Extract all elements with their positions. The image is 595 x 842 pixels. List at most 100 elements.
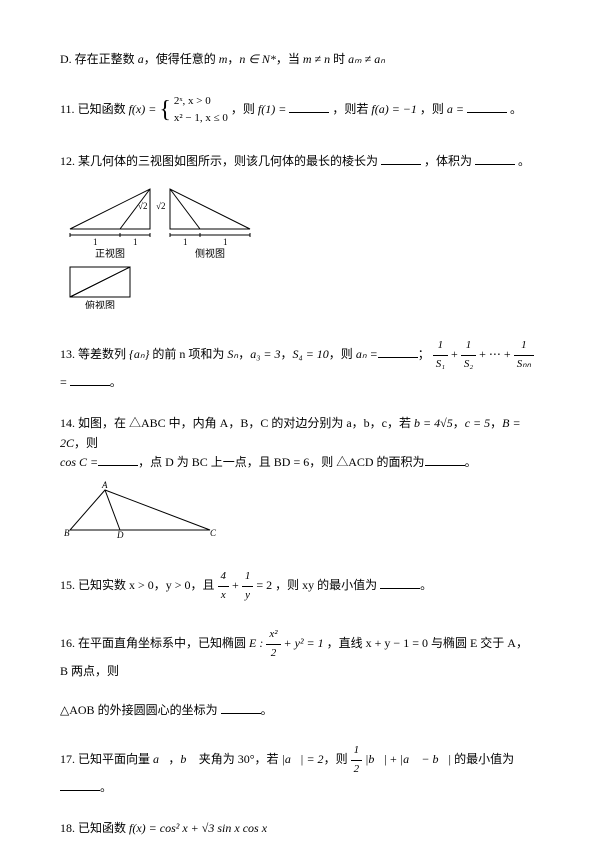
svg-text:√2: √2: [138, 201, 147, 211]
b-val: b = 4√5: [414, 416, 453, 430]
text: 已知函数: [78, 102, 129, 116]
text: 夹角为 30°，若: [196, 752, 282, 766]
period: 。: [518, 154, 530, 168]
front-label: 正视图: [95, 247, 125, 260]
plus-y2: + y² = 1: [284, 636, 324, 650]
option-d: D. 存在正整数 a，使得任意的 m，n ∈ N*，当 m ≠ n 时 aₘ ≠…: [60, 50, 535, 69]
text: 在平面直角坐标系中，已知椭圆: [78, 636, 249, 650]
text: 时: [330, 52, 348, 66]
text: ，则 xy 的最小值为: [275, 578, 377, 592]
text: 已知函数: [78, 821, 129, 835]
fa: f(a) = −1: [371, 102, 417, 116]
func: f(x) = cos² x + √3 sin x cos x: [129, 821, 267, 835]
svg-text:1: 1: [183, 237, 188, 247]
conclusion: aₘ ≠ aₙ: [348, 52, 385, 66]
diff: |a⃗ − b⃗|: [400, 752, 451, 766]
cond: m ≠ n: [303, 52, 330, 66]
question-13: 13. 等差数列 {aₙ} 的前 n 项和为 Sₙ，a₃ = 3，S₄ = 10…: [60, 337, 535, 392]
q-num: 12.: [60, 154, 75, 168]
mag-a: |a⃗| = 2: [282, 752, 324, 766]
triangle-svg: A B D C: [60, 480, 220, 540]
half-frac: 12: [351, 742, 363, 778]
a3: a₃ = 3: [250, 347, 280, 361]
eq: = 2: [256, 578, 272, 592]
q-num: 16.: [60, 636, 75, 650]
text: ，: [168, 752, 180, 766]
text: △AOB 的外接圆圆心的坐标为: [60, 703, 218, 717]
text: 已知平面向量: [78, 752, 153, 766]
frac-2: 1y: [242, 568, 254, 604]
question-15: 15. 已知实数 x > 0，y > 0，且 4x + 1y = 2 ，则 xy…: [60, 568, 535, 604]
f1: f(1) =: [258, 102, 286, 116]
dots: + ⋯ +: [479, 347, 514, 361]
blank: [60, 778, 100, 791]
period: 。: [510, 102, 522, 116]
period: 。: [110, 375, 122, 389]
period: 。: [261, 703, 273, 717]
svg-text:C: C: [210, 528, 217, 538]
question-14: 14. 如图，在 △ABC 中，内角 A，B，C 的对边分别为 a，b，c，若 …: [60, 414, 535, 546]
frac-1: 4x: [218, 568, 230, 604]
text: 等差数列: [78, 347, 129, 361]
vec-a: a⃗: [153, 752, 168, 766]
question-16: 16. 在平面直角坐标系中，已知椭圆 E : x²2 + y² = 1 ，直线 …: [60, 626, 535, 720]
option-label: D.: [60, 52, 72, 66]
ellipse-E: E :: [249, 636, 266, 650]
eq: =: [60, 375, 67, 389]
piece-2: x² − 1, x ≤ 0: [174, 110, 228, 128]
svg-text:A: A: [101, 480, 108, 490]
q-num: 11.: [60, 102, 75, 116]
frac-1: 1S₁: [433, 337, 448, 373]
blank: [381, 152, 421, 165]
svg-text:√2: √2: [156, 201, 165, 211]
s4: S₄ = 10: [293, 347, 329, 361]
blank: [221, 701, 261, 714]
frac-2: 1S₂: [461, 337, 476, 373]
text: ，则: [74, 436, 98, 450]
text: ，: [453, 416, 465, 430]
text: ，: [227, 52, 239, 66]
period: 。: [465, 455, 477, 469]
text: 的最小值为: [451, 752, 514, 766]
text: 存在正整数: [75, 52, 138, 66]
blank: [98, 453, 138, 466]
var: n ∈ N*: [239, 52, 275, 66]
three-view-svg: √2 √2 1 1 正视图 1 1 侧视图 俯视图: [60, 179, 280, 309]
triangle-diagram: A B D C: [60, 480, 535, 546]
q-num: 15.: [60, 578, 75, 592]
frac-n: 1Sₙₙ: [514, 337, 534, 373]
blank: [475, 152, 515, 165]
blank: [467, 100, 507, 113]
text: ，则: [329, 347, 356, 361]
svg-text:1: 1: [223, 237, 228, 247]
text: ，使得任意的: [144, 52, 219, 66]
text: 某几何体的三视图如图所示，则该几何体的最长的棱长为: [78, 154, 378, 168]
q-num: 18.: [60, 821, 75, 835]
q-num: 13.: [60, 347, 75, 361]
piece-1: 2ˣ, x > 0: [174, 93, 228, 111]
an-eq: aₙ =: [356, 347, 378, 361]
cosC: cos C =: [60, 455, 98, 469]
q-num: 17.: [60, 752, 75, 766]
text: ，体积为: [424, 154, 472, 168]
plus: +: [387, 752, 400, 766]
svg-text:D: D: [116, 530, 124, 540]
blank: [378, 345, 418, 358]
period: 。: [420, 578, 432, 592]
plus: +: [232, 578, 242, 592]
blank: [425, 453, 465, 466]
blank: [70, 373, 110, 386]
brace: {: [159, 97, 171, 123]
svg-text:1: 1: [133, 237, 138, 247]
text: ，则: [420, 102, 447, 116]
svg-text:B: B: [64, 528, 70, 538]
text: ，则: [231, 102, 258, 116]
text: ，当: [276, 52, 303, 66]
c-val: c = 5: [465, 416, 490, 430]
sn: Sₙ: [227, 347, 238, 361]
question-12: 12. 某几何体的三视图如图所示，则该几何体的最长的棱长为 ，体积为 。 √2 …: [60, 152, 535, 315]
text: 如图，在 △ABC 中，内角 A，B，C 的对边分别为 a，b，c，若: [78, 416, 414, 430]
blank: [380, 576, 420, 589]
text: ，则: [324, 752, 351, 766]
seq: {aₙ}: [129, 347, 149, 361]
